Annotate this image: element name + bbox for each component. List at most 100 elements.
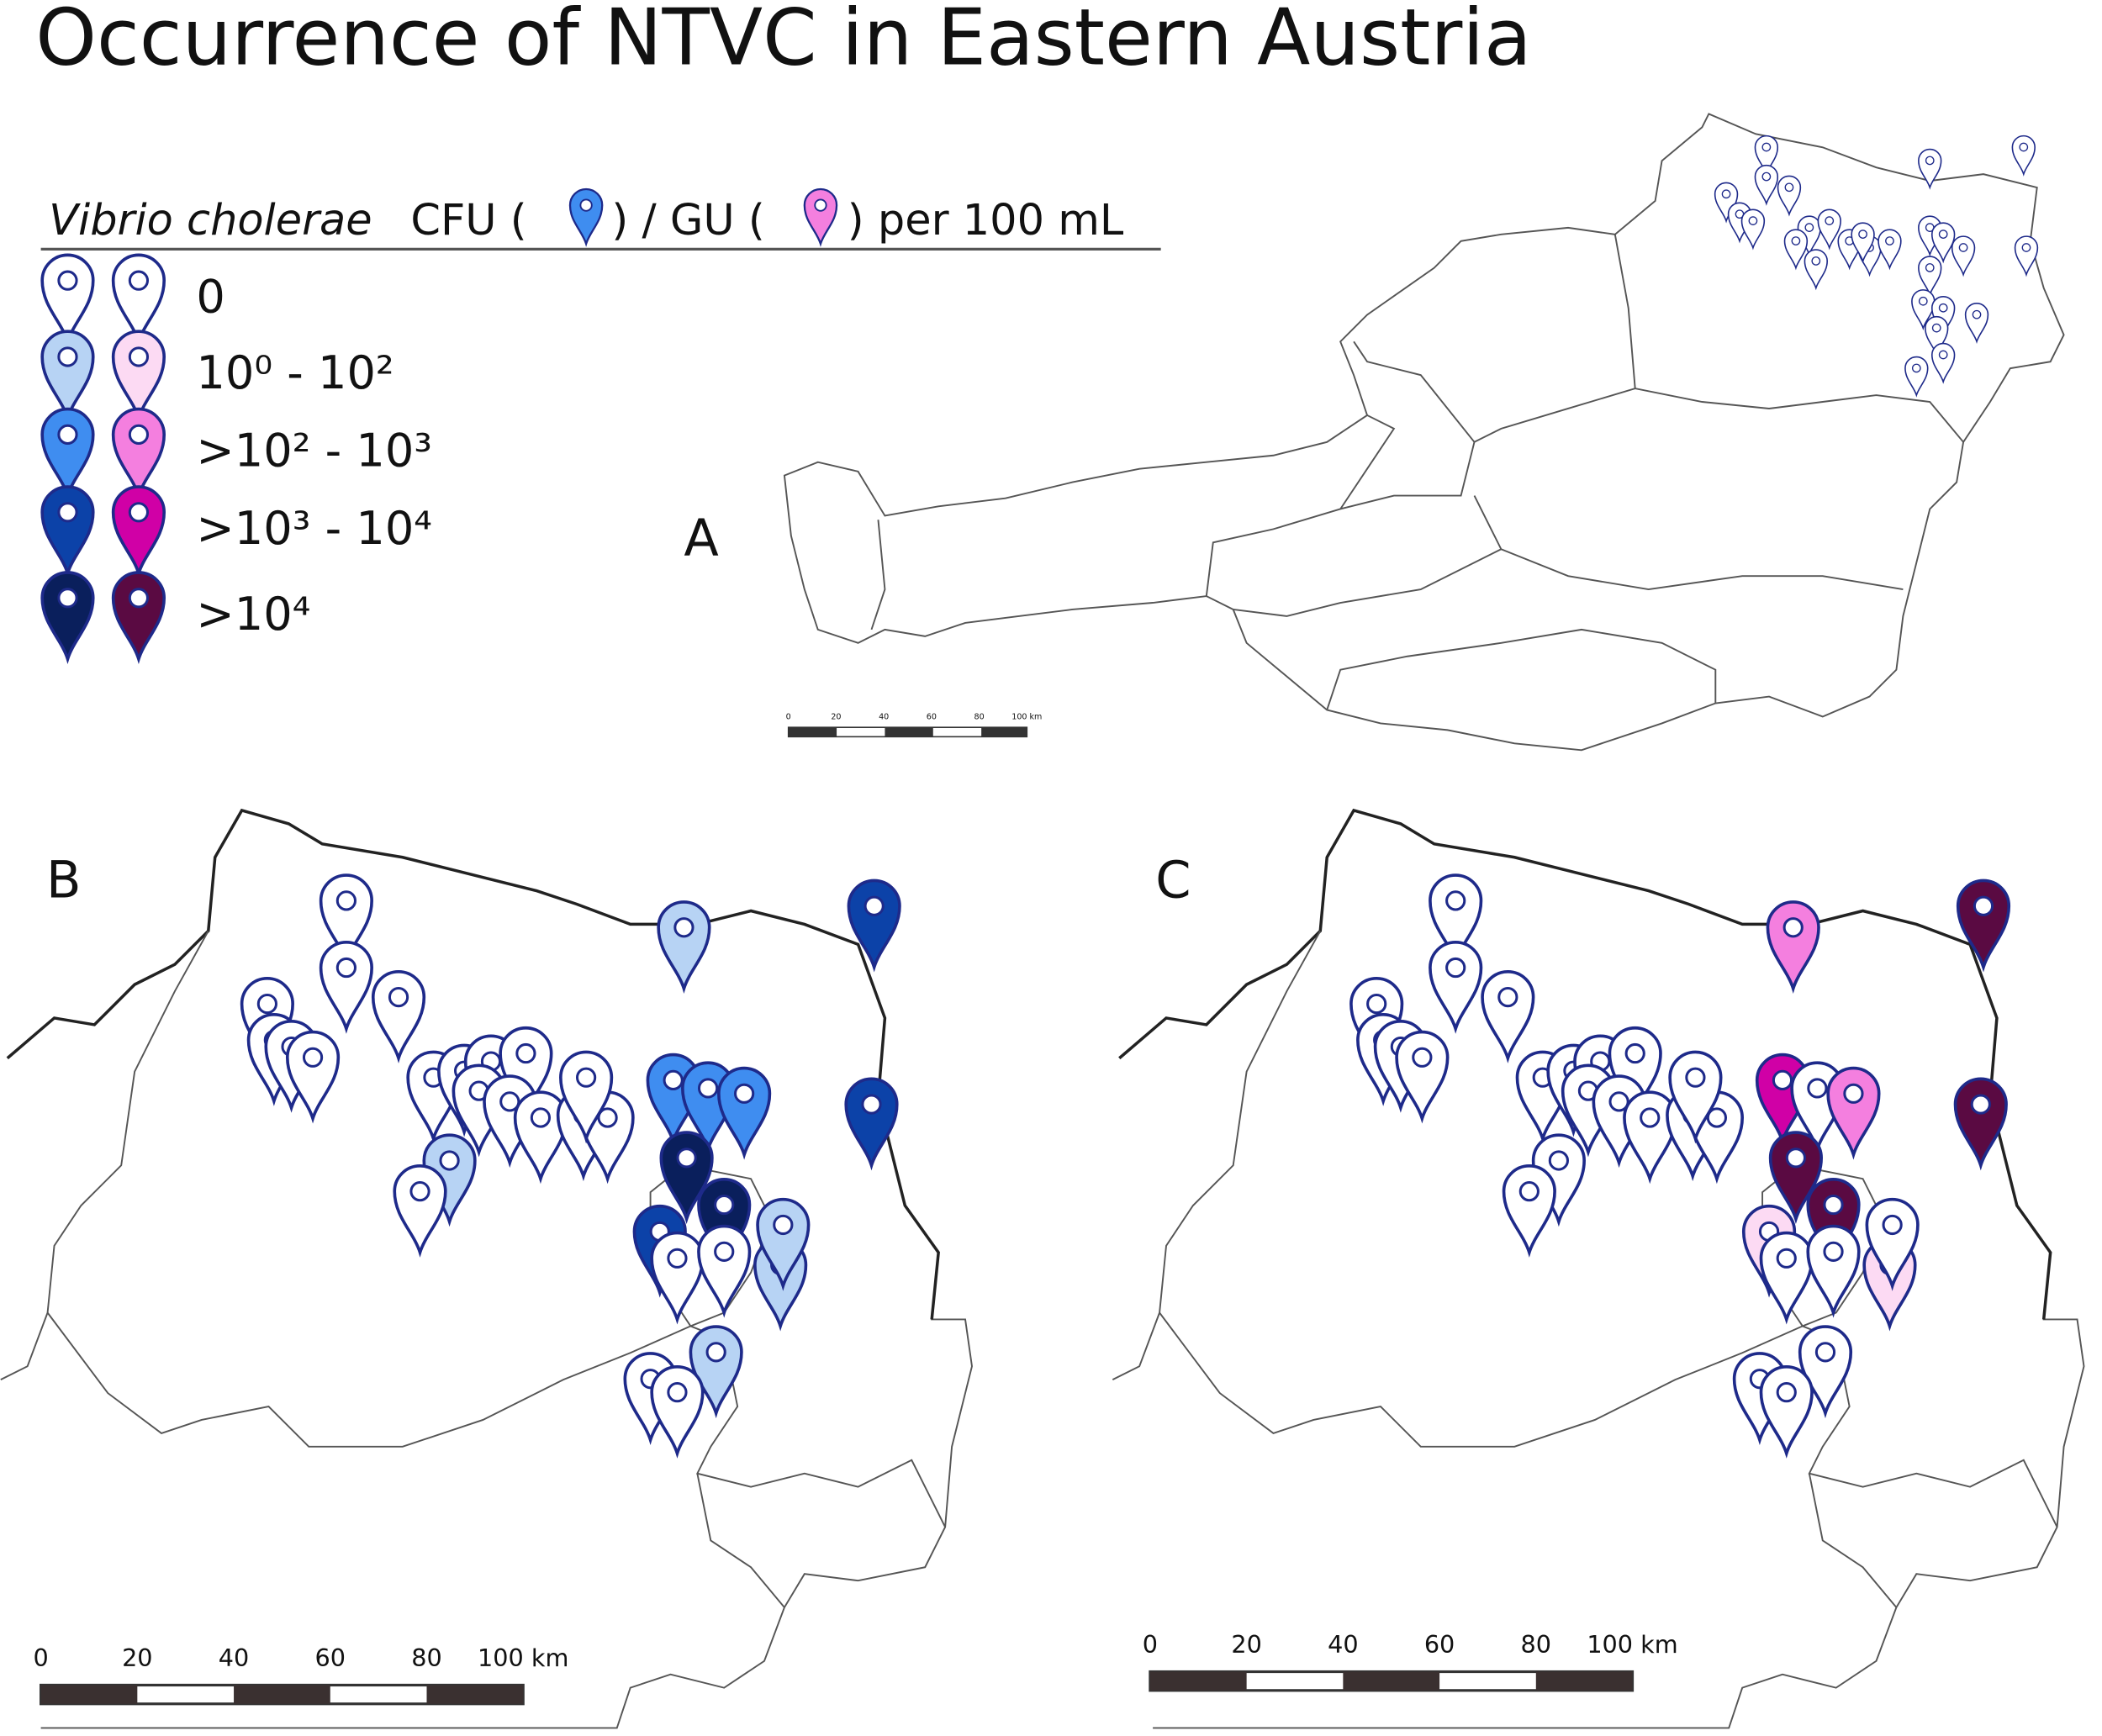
scale-bar-segment [1343,1671,1440,1691]
map-lower-austria-b [0,808,973,1729]
marker-body [40,330,95,424]
scale-label: 20 [122,1644,152,1672]
marker [1759,1231,1814,1325]
panel-label: C [1155,852,1191,910]
marker-dot [439,1150,460,1171]
scale-label: 60 [927,713,937,722]
marker [1740,208,1766,251]
marker [1754,135,1779,177]
marker-body [1783,229,1809,271]
marker-body [111,253,166,347]
marker-dot [1761,171,1772,182]
marker-dot [128,588,150,609]
marker-body [1768,1131,1824,1225]
marker [1964,303,1989,344]
legend-species: Vibrio cholerae [49,196,372,245]
marker-body [319,941,373,1034]
scale-label: 80 [974,713,985,722]
marker-dot [1972,309,1982,319]
marker-dot [1706,1107,1728,1128]
marker-dot [1518,1181,1540,1202]
marker-dot [2019,142,2029,152]
marker-body [1925,315,1949,357]
marker-dot [1925,156,1935,166]
marker-dot [1366,993,1387,1015]
marker-body [1502,1164,1556,1258]
map-lower-austria-c [1112,808,2085,1729]
marker [40,330,95,424]
marker-body [1429,941,1483,1034]
marker-body [111,485,166,579]
marker-body [1429,873,1483,968]
marker-dot [1823,1241,1844,1262]
marker [2014,235,2039,277]
marker [1608,1026,1662,1120]
marker-dot [579,198,593,212]
marker [40,571,95,665]
marker [559,1050,614,1144]
marker-dot [1885,236,1894,245]
marker [803,187,838,247]
marker-dot [1608,1091,1629,1112]
marker [756,1197,811,1291]
marker-body [1623,1090,1677,1185]
marker [1953,1077,2008,1171]
scale-label: 0 [33,1644,48,1672]
marker-dot [1858,230,1867,239]
markers: 0 10⁰ - 10² >10² - 10³ >10³ - 10⁴ >10⁴ 0 20 40 6… [33,135,2039,1706]
marker [499,1026,553,1120]
marker-body [1806,1224,1861,1318]
marker-body [1826,1066,1881,1160]
marker-body [1817,208,1841,251]
marker-dot [575,1067,597,1088]
marker [1918,148,1942,190]
marker-dot [128,424,150,445]
marker-body [559,1050,614,1144]
marker [1930,342,1956,384]
marker-body [1956,879,2011,973]
scale-bar-segment [1149,1671,1247,1691]
marker [111,330,166,424]
scale-label: 20 [831,713,841,722]
marker-dot [667,1248,688,1269]
marker-dot [1412,1047,1433,1068]
marker-dot [1882,1214,1903,1236]
marker-body [40,485,95,579]
marker-body [1759,1365,1814,1459]
marker [513,1090,568,1185]
legend-label: 10⁰ - 10² [196,346,393,399]
marker [697,1178,752,1271]
marker [40,485,95,579]
panel-label: B [46,852,82,910]
marker-dot [499,1091,520,1112]
marker-dot [128,502,150,523]
marker-body [2011,135,2036,177]
marker-body [1668,1050,1723,1144]
marker-body [40,407,95,501]
marker-dot [530,1107,552,1128]
marker-dot [1445,957,1466,979]
marker-dot [1911,363,1921,373]
marker [1766,900,1820,994]
marker-body [1878,229,1902,271]
marker-dot [861,1094,882,1115]
marker-dot [1791,236,1801,245]
map-austria [783,113,2065,752]
marker-body [697,1224,752,1318]
scale-label: 40 [879,713,889,722]
marker-dot [697,1078,719,1099]
marker [650,1231,705,1325]
marker-dot [1497,986,1518,1008]
marker-dot [663,1069,684,1090]
marker-dot [1776,1382,1797,1403]
marker-dot [2021,243,2031,252]
marker-dot [814,198,827,212]
marker-dot [1938,303,1948,313]
marker-body [111,407,166,501]
marker-dot [388,986,409,1008]
marker [844,1077,899,1171]
legend-gu: ) / GU ( [611,196,764,245]
marker [1826,1066,1881,1160]
legend: Vibrio cholerae CFU ( ) / GU ( ) per 100… [40,196,1161,251]
marker-dot [1925,263,1935,272]
